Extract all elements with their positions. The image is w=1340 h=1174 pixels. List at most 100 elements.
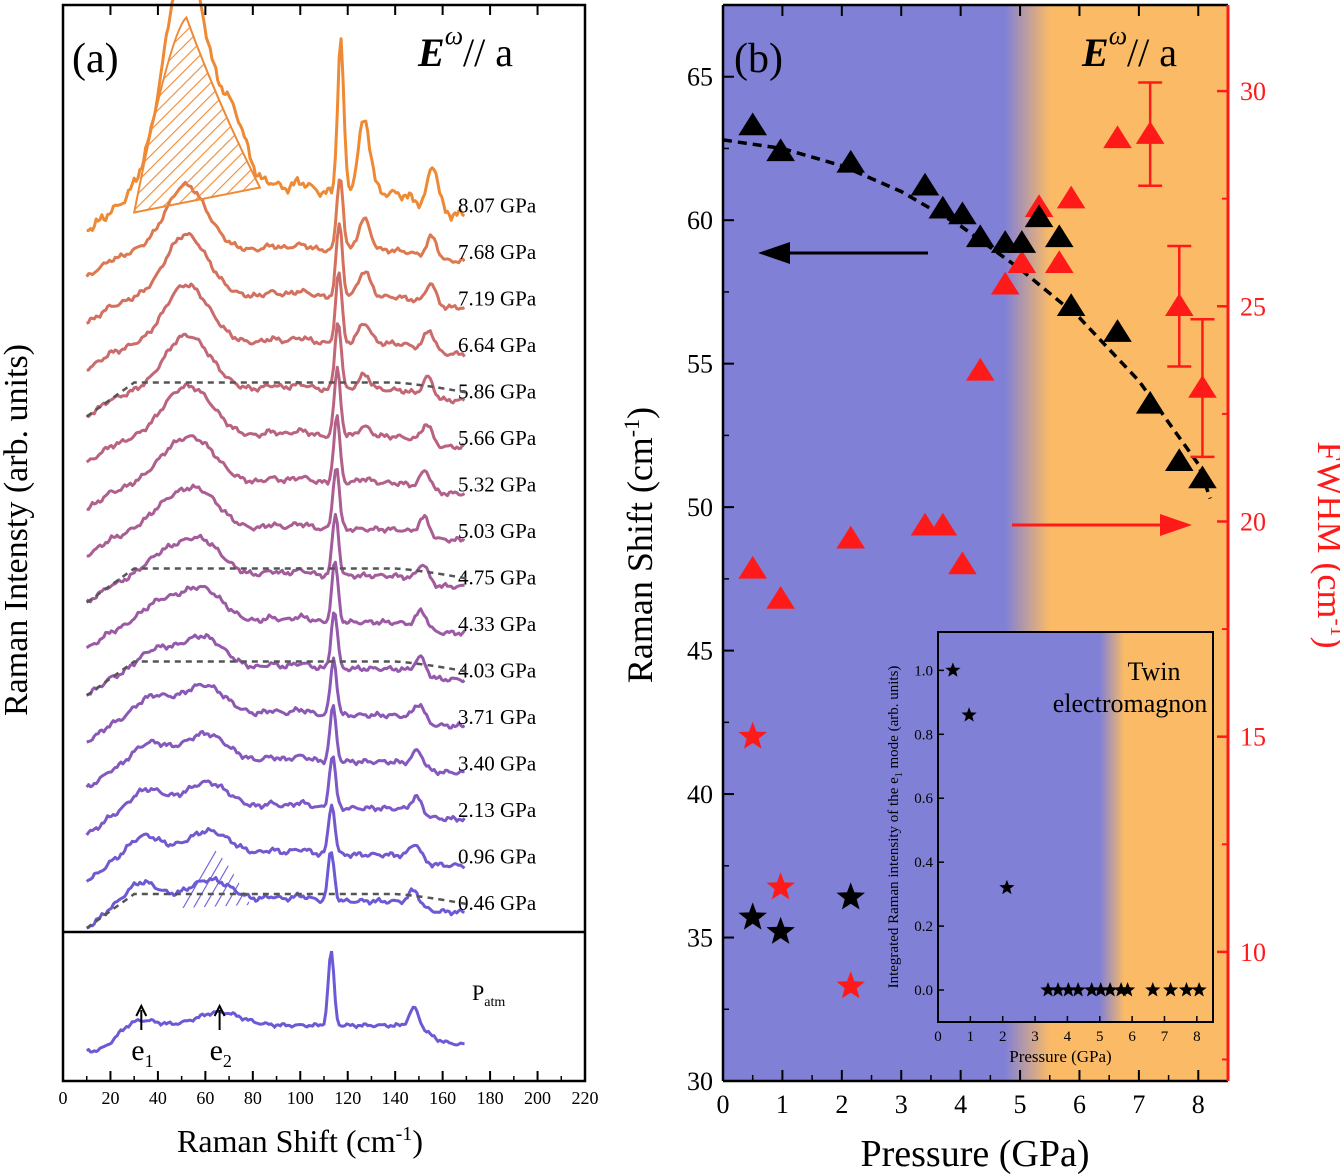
pol-rest: // a [463,30,513,75]
x-tick-label: 7 [1132,1090,1145,1119]
spectrum-6-64-GPa [86,271,466,372]
shift-triangle [738,112,768,136]
fwhm-triangle [1188,375,1217,398]
panel-b-y-label: Raman Shift (cm-1) [619,407,660,683]
x-tick-label: 100 [287,1088,314,1108]
spectrum-5-66-GPa [85,365,466,464]
pressure-label: 5.32 GPa [458,473,537,497]
y-right-tick-label: 30 [1240,77,1266,106]
pol-omega: ω [445,21,463,50]
inset-y-tick-label: 0.6 [914,791,933,807]
hatched-magnon-area-low [181,850,251,908]
pressure-label: 8.07 GPa [458,194,537,218]
inset-x-tick-label: 7 [1161,1029,1169,1045]
inset-star [1178,982,1195,997]
shift-triangle [836,149,866,173]
x-tick-label: 200 [524,1088,551,1108]
spectrum-5-03-GPa [86,467,466,558]
spectrum-5-86-GPa [85,322,466,418]
fit-curve-group [722,138,1212,500]
right-axis-arrowhead [1160,514,1192,536]
y-tick-label: 45 [687,637,713,666]
fwhm-triangle [948,551,977,575]
panel-a-x-label: Raman Shift (cm-1) [177,1123,423,1159]
pressure-label: 4.75 GPa [458,566,537,590]
inset: 0 1 2 3 4 5 6 7 8 0.0 0.2 0.4 0.6 0.8 1.0 Pressure (GPa… [886,631,1214,1066]
peak-sub: 1 [145,1051,154,1071]
pressure-label: 6.64 GPa [458,333,537,357]
x-tick-label: 160 [429,1088,456,1108]
shift-star [738,902,767,930]
shift-triangle [910,172,940,196]
x-tick-label: 5 [1014,1090,1027,1119]
y-right-tick-label: 10 [1240,938,1266,967]
pressure-label: 3.71 GPa [458,705,537,729]
patm-label: Patm [472,980,505,1010]
fwhm-star [766,872,795,900]
fwhm-triangle [990,271,1020,295]
x-tick-label: 120 [334,1088,361,1108]
spectra-group: 0.46 GPa 0.96 GPa 2.13 GPa 3.40 GPa 3.71 GPa… [85,0,537,930]
panel-a-polarization: Eω// a [417,21,513,75]
y-tick-label: 30 [687,1067,713,1096]
spectrum-4-75-GPa [85,512,465,604]
inset-x-tick-label: 2 [999,1029,1007,1045]
inset-y-label: Integrated Raman intensity of the e1 mod… [886,666,905,989]
shift-triangle [1164,448,1194,471]
inset-star [1084,982,1100,997]
inset-star [1102,982,1118,997]
shift-triangle [1135,390,1165,414]
pressure-label: 2.13 GPa [458,798,537,822]
inset-x-tick-label: 6 [1128,1029,1136,1045]
inset-y-label-sub: 1 [894,772,905,777]
y-tick-label: 40 [687,780,713,809]
peak-name: e [210,1034,223,1067]
bottom-spectrum-group [86,950,465,1054]
fwhm-star [836,971,865,999]
spectrum-7-19-GPa [85,222,466,325]
shift-star [836,882,865,910]
peak-name: e [131,1034,144,1067]
shift-triangle [766,138,795,162]
inset-y-tick-label: 0.0 [914,983,933,999]
hatched-magnon-area-high [132,15,262,214]
shift-triangle [965,224,995,248]
x-tick-label: 6 [1073,1090,1086,1119]
fwhm-triangle [766,585,795,609]
fwhm-triangle [928,512,958,536]
pressure-label: 0.46 GPa [458,891,537,915]
inset-y-label-main: Integrated Raman intensity of the e [886,777,902,989]
x-tick-label: 140 [382,1088,409,1108]
peak-arrow-head [213,1003,226,1017]
inset-x-tick-label: 1 [967,1029,975,1045]
inset-star [999,879,1015,895]
shift-triangle [948,201,977,225]
inset-star [1040,982,1056,997]
inset-y-tick-label: 0.2 [914,919,933,935]
inset-x-tick-label: 3 [1031,1029,1039,1045]
fwhm-star [738,721,767,749]
dashed-baseline [85,660,467,697]
panel-a-x-axis: 0 20 40 60 80 100 120 140 160 180 200 220 [59,5,599,1108]
panel-a-y-label: Raman Intensty (arb. units) [0,344,35,716]
shift-triangle [1103,319,1132,342]
y-right-tick-label: 15 [1240,723,1266,752]
panel-a: 0.46 GPa 0.96 GPa 2.13 GPa 3.40 GPa 3.71 GPa… [0,0,599,1159]
x-tick-label: 20 [101,1088,119,1108]
inset-y-tick-label: 0.4 [914,855,933,871]
x-tick-label: 2 [835,1090,848,1119]
peak-arrow-head [135,1003,148,1017]
x-tick-label: 0 [59,1088,68,1108]
inset-y-tick-label: 0.8 [914,727,933,743]
inset-star [1070,982,1086,997]
fwhm-triangle [1044,250,1074,273]
spectrum-3-40-GPa [85,704,465,789]
axis-arrows [758,242,1192,536]
pressure-label: 0.96 GPa [458,845,537,869]
fwhm-triangle [836,525,866,549]
inset-star [1093,982,1109,997]
dashed-baseline [85,892,467,930]
x-tick-label: 80 [244,1088,262,1108]
